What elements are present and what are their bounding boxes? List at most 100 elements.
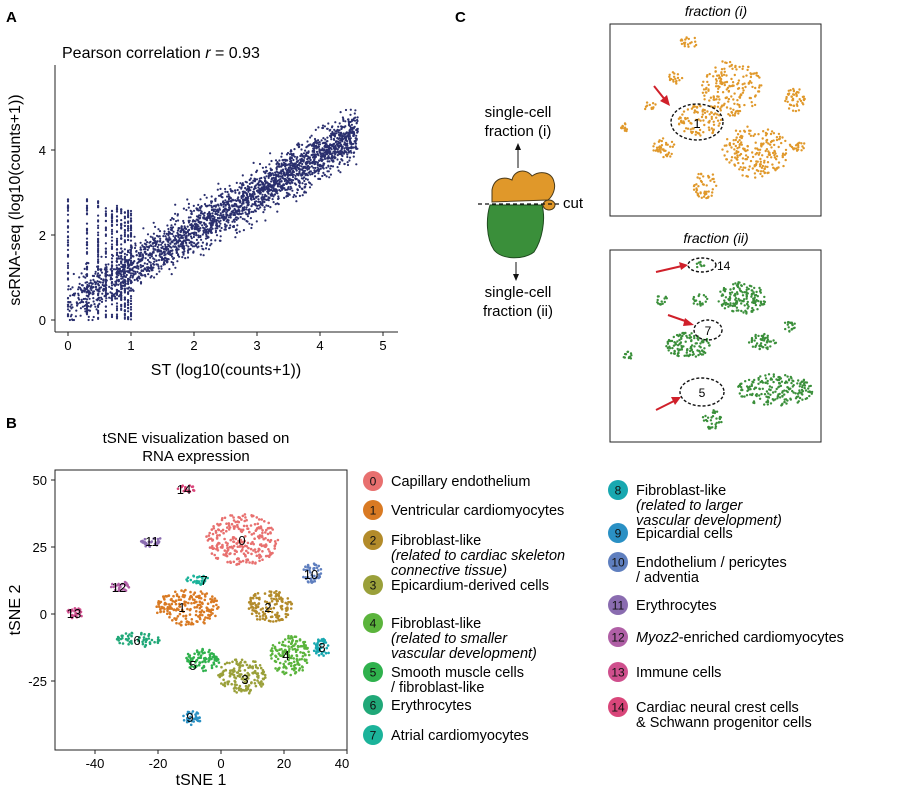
tsne-point — [317, 564, 321, 568]
scatter-point — [66, 253, 70, 256]
scatter-point — [290, 178, 293, 181]
tsne-point — [109, 585, 113, 589]
legend-swatch-number: 8 — [615, 484, 622, 498]
scatter-point — [257, 181, 260, 184]
scatter-point — [168, 236, 171, 239]
fraction-point — [715, 82, 718, 85]
scatter-point — [154, 240, 157, 243]
scatter-point — [100, 277, 103, 281]
fraction-point — [757, 90, 761, 93]
scatter-point — [123, 224, 126, 227]
scatter-point — [283, 162, 286, 165]
scatter-point — [104, 293, 107, 296]
tsne-point — [211, 532, 215, 536]
scatter-point — [267, 204, 270, 208]
tsne-point — [285, 666, 288, 670]
scatter-point — [310, 134, 313, 137]
scatter-point — [274, 188, 277, 191]
tsne-cluster-label: 3 — [241, 672, 248, 687]
tsne-point — [138, 636, 141, 639]
tsne-point — [287, 649, 291, 653]
tsne-point — [146, 543, 149, 546]
scatter-point — [210, 204, 213, 207]
tsne-point — [218, 533, 221, 537]
panel-a-scatter: Pearson correlation r = 0.93 0 1 2 3 4 5… — [7, 45, 398, 379]
scatter-point — [182, 219, 185, 223]
scatter-point — [343, 162, 346, 166]
scatter-point — [267, 196, 270, 199]
scatter-point — [268, 163, 271, 166]
fraction-point — [763, 167, 766, 171]
tsne-point — [281, 655, 285, 658]
scatter-point — [181, 243, 184, 246]
scatter-point — [97, 297, 100, 301]
scatter-point — [307, 150, 310, 153]
scatter-point — [241, 209, 244, 212]
scatter-point — [251, 192, 254, 196]
tsne-point — [78, 608, 82, 611]
tsne-point — [289, 600, 292, 604]
scatter-point — [85, 298, 89, 301]
scatter-point — [309, 173, 312, 176]
tsne-point — [245, 524, 249, 528]
tsne-point — [157, 603, 160, 606]
scatter-point — [157, 243, 160, 246]
scatter-point — [284, 165, 287, 168]
y-ticks: 0 2 4 — [39, 143, 55, 328]
scatter-point — [103, 295, 106, 298]
tsne-point — [249, 596, 252, 600]
tsne-point — [244, 681, 248, 684]
scatter-point — [200, 245, 203, 248]
tsne-point — [273, 547, 277, 550]
scatter-point — [315, 142, 318, 145]
tsne-point — [300, 657, 304, 661]
fraction-point — [723, 154, 726, 157]
tsne-point — [178, 612, 182, 616]
scatter-point — [244, 187, 247, 190]
tsne-point — [229, 560, 232, 563]
scatter-point — [189, 235, 193, 238]
tsne-point — [130, 632, 134, 635]
tsne-point — [159, 600, 163, 604]
tsne-point — [198, 719, 202, 723]
scatter-point — [129, 252, 133, 255]
fraction-point — [741, 83, 744, 86]
tsne-point — [230, 522, 234, 526]
scatter-point — [296, 173, 299, 176]
scatter-point — [323, 155, 327, 158]
tsne-point — [141, 640, 144, 644]
scatter-point — [208, 214, 212, 217]
scatter-point — [301, 182, 304, 185]
fraction-point — [762, 142, 765, 145]
scatter-point — [114, 297, 117, 300]
fraction-point — [701, 113, 704, 116]
scatter-point — [167, 240, 170, 243]
scatter-point — [174, 203, 177, 206]
scatter-point — [110, 228, 114, 231]
scatter-point — [220, 226, 223, 230]
scatter-point — [236, 210, 239, 213]
scatter-point — [338, 129, 341, 132]
fraction-point — [706, 110, 709, 113]
scatter-point — [353, 151, 356, 154]
tsne-point — [201, 648, 204, 651]
fraction-point — [749, 134, 753, 137]
tsne-x-tick-label: 20 — [277, 756, 291, 771]
scatter-point — [205, 216, 208, 219]
scatter-point — [349, 113, 352, 116]
scatter-point — [302, 171, 305, 174]
scatter-point — [245, 219, 248, 223]
tsne-point — [257, 518, 261, 521]
scatter-point — [133, 278, 136, 282]
fraction-point — [736, 99, 739, 102]
scatter-point — [231, 190, 234, 193]
scatter-point — [152, 232, 155, 235]
tsne-point — [283, 664, 286, 668]
tsne-point — [187, 601, 190, 605]
scatter-point — [242, 198, 245, 201]
scatter-point — [310, 165, 313, 168]
scatter-point — [115, 208, 119, 211]
legend-swatch — [608, 697, 628, 717]
fraction-point — [683, 130, 686, 133]
scatter-point — [216, 227, 219, 230]
